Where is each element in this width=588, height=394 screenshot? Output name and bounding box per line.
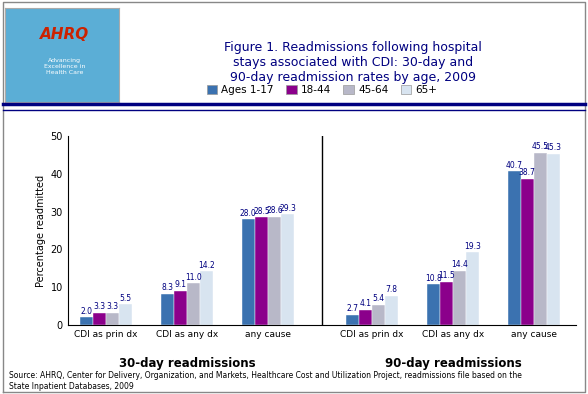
Bar — [427, 284, 440, 325]
Text: 28.5: 28.5 — [253, 207, 270, 216]
Text: 90-day readmissions: 90-day readmissions — [385, 357, 522, 370]
Bar — [507, 171, 521, 325]
Bar — [453, 271, 466, 325]
Text: Figure 1. Readmissions following hospital
stays associated with CDI: 30-day and
: Figure 1. Readmissions following hospita… — [224, 41, 482, 84]
Bar — [106, 312, 119, 325]
Text: 28.6: 28.6 — [266, 206, 283, 216]
Bar — [187, 283, 200, 325]
Text: AHRQ: AHRQ — [40, 27, 89, 42]
Text: Advancing
Excellence in
Health Care: Advancing Excellence in Health Care — [44, 58, 85, 75]
Text: 19.3: 19.3 — [464, 242, 481, 251]
Bar — [359, 310, 372, 325]
Bar — [255, 217, 268, 325]
Bar — [200, 271, 213, 325]
Bar — [174, 291, 187, 325]
Text: 10.8: 10.8 — [425, 274, 442, 282]
Bar — [281, 214, 294, 325]
Text: 2.0: 2.0 — [81, 307, 92, 316]
Bar — [80, 318, 93, 325]
Bar — [534, 153, 547, 325]
Text: 40.7: 40.7 — [506, 161, 523, 169]
Text: 11.0: 11.0 — [185, 273, 202, 282]
Text: 4.1: 4.1 — [359, 299, 372, 308]
Bar — [93, 312, 106, 325]
Text: 38.7: 38.7 — [519, 168, 536, 177]
Bar — [466, 252, 479, 325]
Bar — [242, 219, 255, 325]
Bar — [268, 217, 281, 325]
Bar — [372, 305, 385, 325]
Bar — [547, 154, 560, 325]
Bar — [521, 178, 534, 325]
Text: Source: AHRQ, Center for Delivery, Organization, and Markets, Healthcare Cost an: Source: AHRQ, Center for Delivery, Organ… — [9, 372, 522, 391]
Text: 3.3: 3.3 — [106, 302, 119, 311]
Text: 14.2: 14.2 — [198, 261, 215, 270]
Text: 45.5: 45.5 — [532, 143, 549, 151]
Text: 5.5: 5.5 — [120, 294, 132, 303]
Text: 28.0: 28.0 — [240, 209, 257, 217]
Text: 45.3: 45.3 — [545, 143, 562, 152]
Bar — [440, 282, 453, 325]
Text: 30-day readmissions: 30-day readmissions — [119, 357, 255, 370]
Text: 14.4: 14.4 — [451, 260, 468, 269]
Text: 2.7: 2.7 — [346, 304, 358, 313]
Bar — [119, 304, 132, 325]
Text: 3.3: 3.3 — [93, 302, 106, 311]
Text: 8.3: 8.3 — [162, 283, 173, 292]
Bar — [385, 296, 398, 325]
Text: 29.3: 29.3 — [279, 204, 296, 213]
FancyBboxPatch shape — [5, 8, 119, 102]
Legend: Ages 1-17, 18-44, 45-64, 65+: Ages 1-17, 18-44, 45-64, 65+ — [202, 81, 442, 99]
Y-axis label: Percentage readmitted: Percentage readmitted — [36, 175, 46, 286]
Bar — [346, 315, 359, 325]
Text: 11.5: 11.5 — [438, 271, 455, 280]
Text: 9.1: 9.1 — [175, 280, 186, 289]
Bar — [161, 294, 174, 325]
Text: 5.4: 5.4 — [373, 294, 385, 303]
Text: 7.8: 7.8 — [386, 285, 397, 294]
